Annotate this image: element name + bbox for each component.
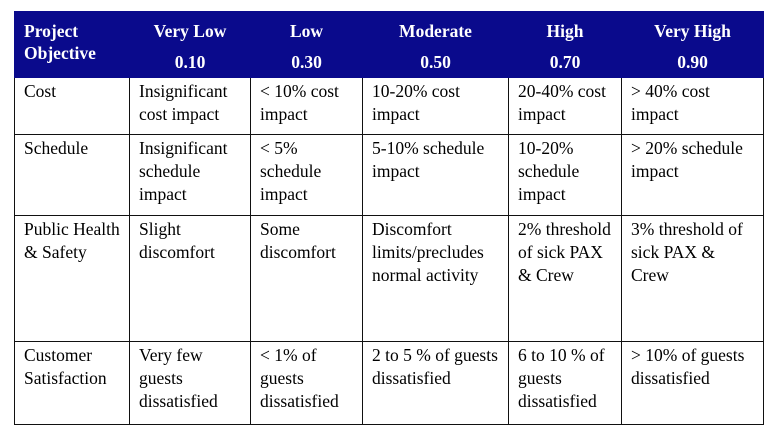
level-value: 0.10: [174, 52, 206, 72]
table-cell: < 5% schedule impact: [250, 134, 363, 216]
table-cell: Discomfort limits/precludes normal activ…: [362, 215, 509, 342]
level-name: Very Low: [153, 21, 227, 41]
level-name: High: [546, 21, 584, 41]
objective-cell: Customer Satisfaction: [14, 341, 130, 425]
level-header-high: High 0.70: [508, 11, 622, 78]
table-cell: Some discomfort: [250, 215, 363, 342]
objective-cell: Public Health & Safety: [14, 215, 130, 342]
table-cell: Slight discomfort: [129, 215, 251, 342]
level-header-moderate: Moderate 0.50: [362, 11, 509, 78]
objective-cell: Schedule: [14, 134, 130, 216]
table-cell: > 20% schedule impact: [621, 134, 764, 216]
table-cell: 10-20% cost impact: [362, 77, 509, 135]
level-header-low: Low 0.30: [250, 11, 363, 78]
level-value: 0.90: [677, 52, 708, 72]
table-cell: 5-10% schedule impact: [362, 134, 509, 216]
project-objective-header: Project Objective: [14, 11, 130, 78]
table-cell: < 10% cost impact: [250, 77, 363, 135]
level-name: Very High: [654, 21, 731, 41]
level-value: 0.70: [549, 52, 581, 72]
table-row-schedule: Schedule Insignificant schedule impact <…: [14, 134, 764, 216]
table-cell: 6 to 10 % of guests dissatisfied: [508, 341, 622, 425]
level-header-very-high: Very High 0.90: [621, 11, 764, 78]
table-row-cost: Cost Insignificant cost impact < 10% cos…: [14, 77, 764, 135]
table-row-customer-satisfaction: Customer Satisfaction Very few guests di…: [14, 341, 764, 425]
table-cell: 10-20% schedule impact: [508, 134, 622, 216]
table-cell: < 1% of guests dissatisfied: [250, 341, 363, 425]
header-row: Project Objective Very Low 0.10 Low 0.30…: [14, 11, 764, 78]
table-cell: Insignificant cost impact: [129, 77, 251, 135]
table-cell: > 10% of guests dissatisfied: [621, 341, 764, 425]
objective-cell: Cost: [14, 77, 130, 135]
level-name: Low: [289, 21, 324, 41]
table-cell: 2 to 5 % of guests dissatisfied: [362, 341, 509, 425]
table-cell: > 40% cost impact: [621, 77, 764, 135]
table-cell: Very few guests dissatisfied: [129, 341, 251, 425]
level-value: 0.30: [291, 52, 322, 72]
level-name: Moderate: [399, 21, 472, 41]
level-value: 0.50: [420, 52, 451, 72]
impact-rating-table: Project Objective Very Low 0.10 Low 0.30…: [14, 11, 764, 425]
table-cell: Insignificant schedule impact: [129, 134, 251, 216]
table-row-public-health-safety: Public Health & Safety Slight discomfort…: [14, 215, 764, 342]
table-cell: 20-40% cost impact: [508, 77, 622, 135]
level-header-very-low: Very Low 0.10: [129, 11, 251, 78]
table-cell: 2% threshold of sick PAX & Crew: [508, 215, 622, 342]
table-cell: 3% threshold of sick PAX & Crew: [621, 215, 764, 342]
